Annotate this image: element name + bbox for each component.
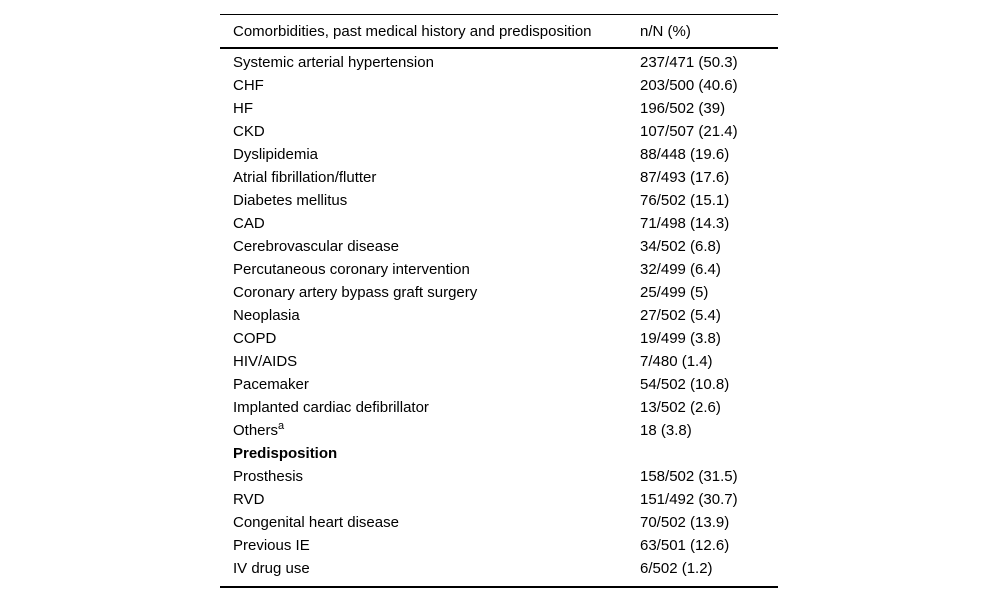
row-value: 6/502 (1.2) — [640, 560, 713, 577]
table-row: Atrial fibrillation/flutter 87/493 (17.6) — [220, 166, 778, 189]
table-row: Percutaneous coronary intervention 32/499… — [220, 258, 778, 281]
comorbidities-table-container: Comorbidities, past medical history and … — [220, 14, 778, 588]
row-value — [640, 442, 778, 465]
row-value: 27/502 (5.4) — [640, 307, 721, 324]
row-label: HIV/AIDS — [233, 353, 298, 370]
table-row: CAD 71/498 (14.3) — [220, 212, 778, 235]
row-value: 158/502 (31.5) — [640, 468, 738, 485]
row-label: Diabetes mellitus — [233, 192, 348, 209]
row-label: Coronary artery bypass graft surgery — [233, 284, 478, 301]
row-value: 237/471 (50.3) — [640, 54, 738, 71]
row-label: CKD — [233, 123, 265, 140]
row-value: 87/493 (17.6) — [640, 169, 730, 186]
row-value: 107/507 (21.4) — [640, 123, 738, 140]
row-value: 203/500 (40.6) — [640, 77, 738, 94]
row-value: 25/499 (5) — [640, 284, 709, 301]
table-row: Diabetes mellitus 76/502 (15.1) — [220, 189, 778, 212]
row-label: RVD — [233, 491, 265, 508]
row-label: COPD — [233, 330, 277, 347]
row-label: Othersa — [233, 420, 285, 440]
table-row: CHF 203/500 (40.6) — [220, 74, 778, 97]
table-body: Systemic arterial hypertension 237/471 (5… — [220, 48, 778, 587]
row-value: 32/499 (6.4) — [640, 261, 721, 278]
table-row: Coronary artery bypass graft surgery 25/4… — [220, 281, 778, 304]
row-value: 19/499 (3.8) — [640, 330, 721, 347]
table-row: Systemic arterial hypertension 237/471 (5… — [220, 48, 778, 74]
row-value: 63/501 (12.6) — [640, 537, 730, 554]
row-label: Systemic arterial hypertension — [233, 54, 434, 71]
row-label: Atrial fibrillation/flutter — [233, 169, 377, 186]
table-row: Implanted cardiac defibrillator 13/502 (2… — [220, 396, 778, 419]
table-row: COPD 19/499 (3.8) — [220, 327, 778, 350]
row-label: CHF — [233, 77, 264, 94]
row-label: Implanted cardiac defibrillator — [233, 399, 429, 416]
table-row: HF 196/502 (39) — [220, 97, 778, 120]
footnote-marker-a: a — [278, 420, 285, 432]
comorbidities-table: Comorbidities, past medical history and … — [220, 14, 778, 588]
row-value: 13/502 (2.6) — [640, 399, 721, 416]
row-value: 196/502 (39) — [640, 100, 726, 117]
row-value: 7/480 (1.4) — [640, 353, 713, 370]
table-row: RVD 151/492 (30.7) — [220, 488, 778, 511]
row-value: 88/448 (19.6) — [640, 146, 730, 163]
table-row: HIV/AIDS 7/480 (1.4) — [220, 350, 778, 373]
table-row: Pacemaker 54/502 (10.8) — [220, 373, 778, 396]
row-value: 71/498 (14.3) — [640, 215, 730, 232]
table-row: Neoplasia 27/502 (5.4) — [220, 304, 778, 327]
table-row: IV drug use 6/502 (1.2) — [220, 557, 778, 587]
table-row: Dyslipidemia 88/448 (19.6) — [220, 143, 778, 166]
column-header-comorbidities: Comorbidities, past medical history and … — [220, 14, 640, 49]
row-label: HF — [233, 100, 253, 117]
row-label: Pacemaker — [233, 376, 309, 393]
table-row: Cerebrovascular disease 34/502 (6.8) — [220, 235, 778, 258]
table-row: Previous IE 63/501 (12.6) — [220, 534, 778, 557]
row-value: 34/502 (6.8) — [640, 238, 721, 255]
row-label: IV drug use — [233, 560, 310, 577]
row-label: Cerebrovascular disease — [233, 238, 399, 255]
row-value: 18 (3.8) — [640, 422, 692, 439]
row-value: 76/502 (15.1) — [640, 192, 730, 209]
table-header-row: Comorbidities, past medical history and … — [220, 14, 778, 49]
column-header-n-percent: n/N (%) — [640, 14, 778, 49]
table-header: Comorbidities, past medical history and … — [220, 14, 778, 49]
row-label: Prosthesis — [233, 468, 304, 485]
row-value: 54/502 (10.8) — [640, 376, 730, 393]
row-label: Predisposition — [233, 445, 338, 462]
table-row: Predisposition — [220, 442, 778, 465]
row-label: Neoplasia — [233, 307, 300, 324]
table-row: CKD 107/507 (21.4) — [220, 120, 778, 143]
row-label: CAD — [233, 215, 265, 232]
row-label: Dyslipidemia — [233, 146, 319, 163]
row-label: Congenital heart disease — [233, 514, 399, 531]
row-value: 70/502 (13.9) — [640, 514, 730, 531]
table-row: Prosthesis 158/502 (31.5) — [220, 465, 778, 488]
table-row: Congenital heart disease 70/502 (13.9) — [220, 511, 778, 534]
row-value: 151/492 (30.7) — [640, 491, 738, 508]
table-row: Othersa 18 (3.8) — [220, 419, 778, 442]
row-label: Percutaneous coronary intervention — [233, 261, 470, 278]
row-label: Previous IE — [233, 537, 310, 554]
